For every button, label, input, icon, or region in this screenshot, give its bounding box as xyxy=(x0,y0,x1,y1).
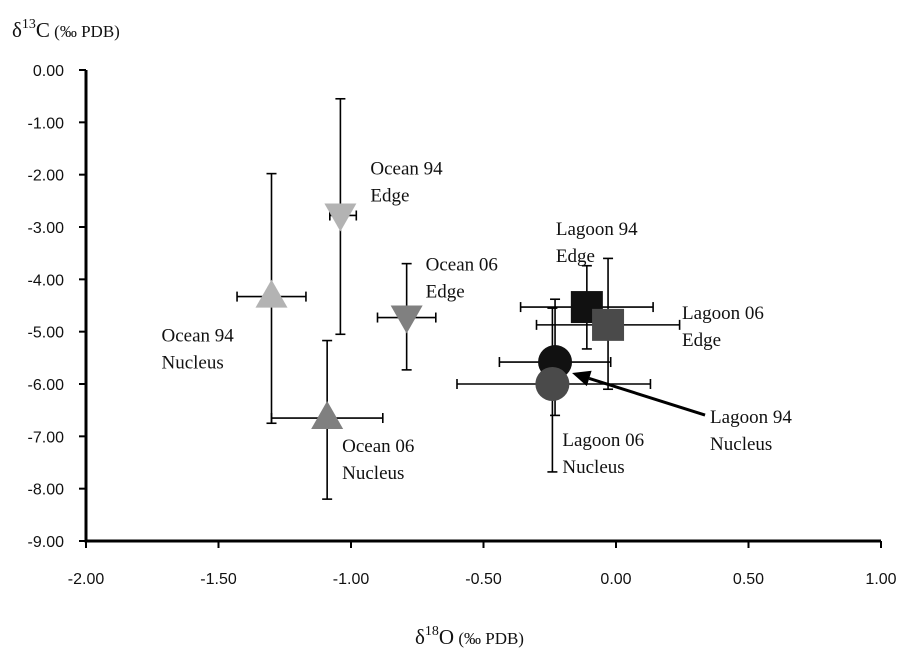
y-tick-label: -6.00 xyxy=(28,377,65,394)
point-label: Ocean 06 Edge xyxy=(426,255,498,303)
y-tick-label: -7.00 xyxy=(28,429,65,446)
y-tick-label: -5.00 xyxy=(28,325,65,342)
point-label-line: Nucleus xyxy=(342,463,404,484)
point-label-line: Nucleus xyxy=(562,457,624,478)
x-tick-label: -2.00 xyxy=(68,571,105,588)
x-tick-label: -0.50 xyxy=(465,571,502,588)
point-label-line: Nucleus xyxy=(710,434,772,455)
data-point-ocean-94-nucleus xyxy=(255,279,288,308)
point-label-line: Ocean 94 xyxy=(370,158,443,179)
y-tick-label: -2.00 xyxy=(28,168,65,185)
point-label: Lagoon 06 Edge xyxy=(682,303,764,351)
point-label: Lagoon 06 Nucleus xyxy=(562,430,644,478)
point-label: Ocean 94 Nucleus xyxy=(162,326,235,374)
point-label-line: Nucleus xyxy=(162,353,224,374)
x-tick-label: -1.00 xyxy=(333,571,370,588)
point-label: Lagoon 94 Edge xyxy=(556,219,638,267)
x-tick-label: 0.00 xyxy=(600,571,631,588)
point-label: Ocean 06 Nucleus xyxy=(342,436,414,484)
point-label-line: Ocean 94 xyxy=(162,326,235,347)
y-tick-label: -9.00 xyxy=(28,534,65,551)
point-label-line: Lagoon 06 xyxy=(562,430,644,451)
point-label: Ocean 94 Edge xyxy=(370,158,443,206)
point-label-line: Edge xyxy=(682,330,721,351)
data-point-ocean-06-edge xyxy=(390,305,423,334)
y-tick-label: -1.00 xyxy=(28,115,65,132)
point-label-line: Edge xyxy=(556,246,595,267)
arrow-head xyxy=(572,370,592,387)
point-label-line: Edge xyxy=(370,185,409,206)
axes: 0.00 -1.00 -2.00 -3.00 -4.00 -5.00 -6.00 -7.00 -… xyxy=(28,63,897,588)
data-point-ocean-94-edge xyxy=(324,203,357,232)
y-tick-label: -4.00 xyxy=(28,272,65,289)
data-marks xyxy=(236,97,681,500)
point-label-line: Lagoon 94 xyxy=(710,407,792,428)
x-axis-title: δ18O (‰ PDB) xyxy=(415,624,524,649)
data-point-ocean-06-nucleus xyxy=(311,401,344,430)
point-label-line: Edge xyxy=(426,282,465,303)
arrow-shaft xyxy=(588,377,706,417)
data-point-lagoon-06-nucleus xyxy=(535,367,570,401)
point-label-line: Lagoon 06 xyxy=(682,303,764,324)
y-tick-label: 0.00 xyxy=(33,63,64,80)
point-label: Lagoon 94 Nucleus xyxy=(710,407,792,455)
data-point-lagoon-06-edge xyxy=(592,308,625,341)
point-label-line: Ocean 06 xyxy=(342,436,414,457)
x-tick-label: 0.50 xyxy=(733,571,764,588)
x-tick-label: 1.00 xyxy=(865,571,896,588)
lagoon-94-nucleus-arrow xyxy=(572,370,706,417)
point-label-line: Lagoon 94 xyxy=(556,219,638,240)
point-label-line: Ocean 06 xyxy=(426,255,498,276)
y-tick-label: -3.00 xyxy=(28,220,65,237)
y-axis-title: δ13C (‰ PDB) xyxy=(12,17,120,42)
x-tick-label: -1.50 xyxy=(200,571,237,588)
y-tick-label: -8.00 xyxy=(28,482,65,499)
point-labels: Ocean 94 Nucleus Ocean 94 Edge Ocean 06 Nucle… xyxy=(162,158,793,484)
